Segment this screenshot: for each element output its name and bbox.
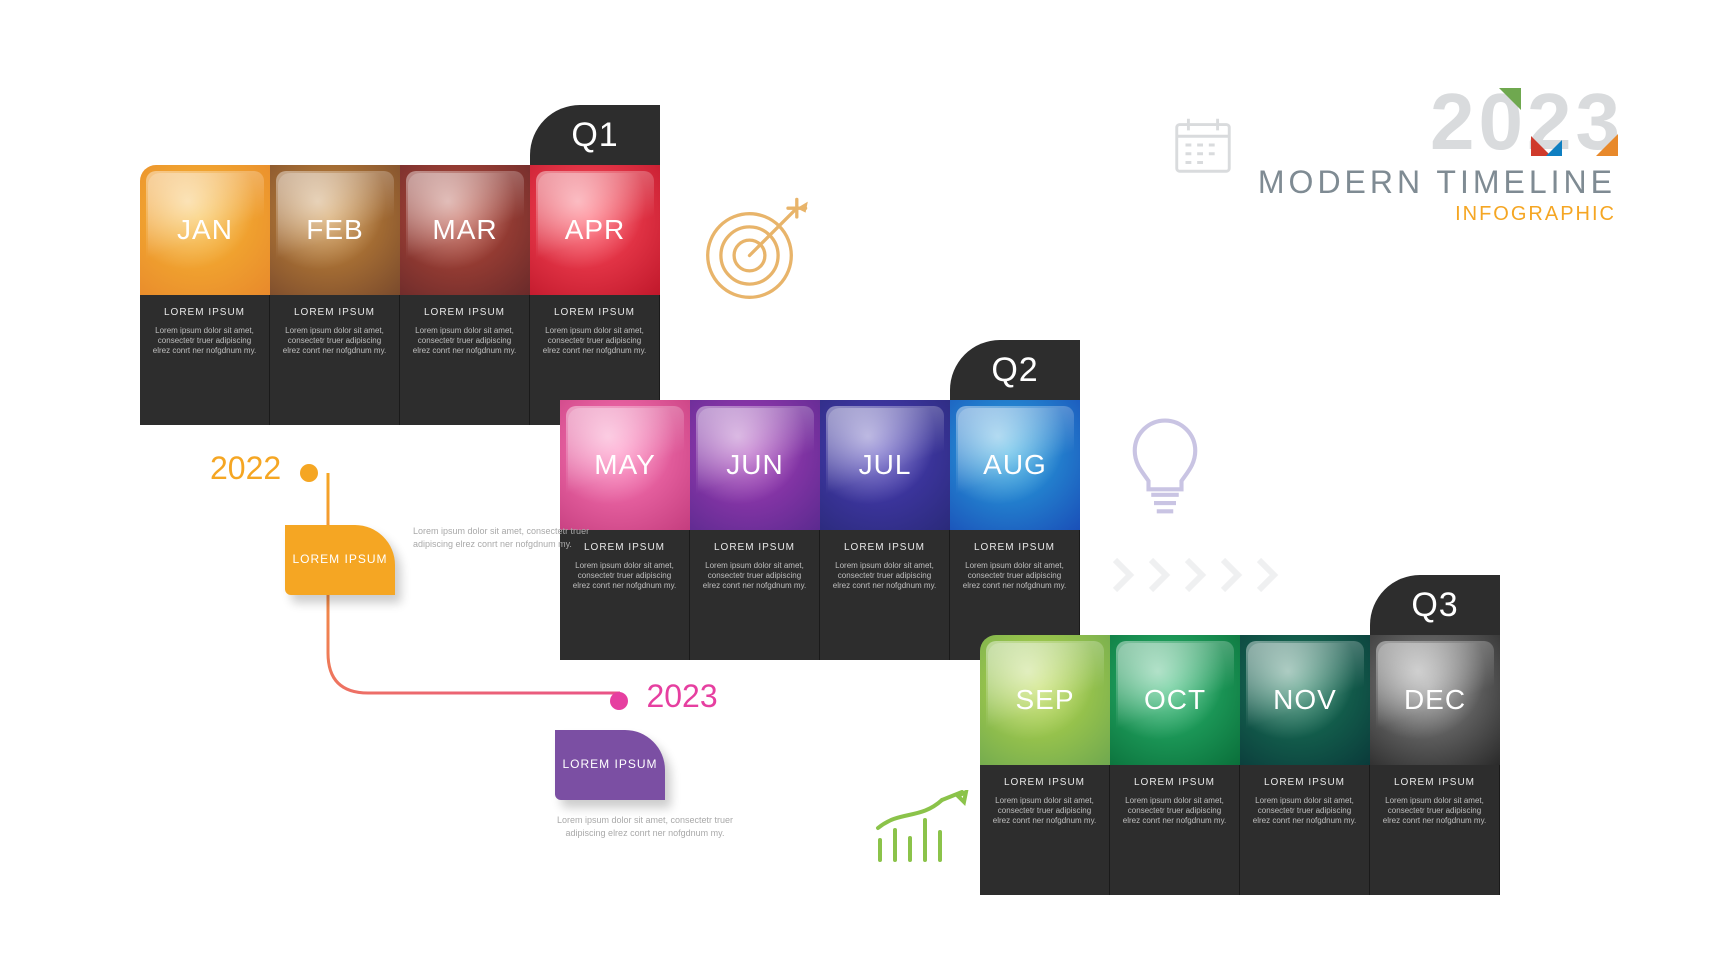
month-aug: AUG LOREM IPSUM Lorem ipsum dolor sit amet… xyxy=(950,400,1080,660)
month-label: NOV xyxy=(1273,684,1337,716)
month-jun: JUN LOREM IPSUM Lorem ipsum dolor sit amet… xyxy=(690,400,820,660)
month-nov: NOV LOREM IPSUM Lorem ipsum dolor sit amet… xyxy=(1240,635,1370,895)
calendar-icon xyxy=(1168,110,1238,180)
month-desc: LOREM IPSUM Lorem ipsum dolor sit amet, c… xyxy=(270,295,400,425)
quarter-label-q2: Q2 xyxy=(950,340,1080,400)
brand-title: MODERN TIMELINE xyxy=(1258,164,1616,201)
month-apr: APR LOREM IPSUM Lorem ipsum dolor sit amet… xyxy=(530,165,660,425)
quarter-q3: Q3 SEPLOREM IPSUMLorem ipsum dolor sit a… xyxy=(980,635,1500,895)
desc-body: Lorem ipsum dolor sit amet, consectetr t… xyxy=(543,326,646,355)
year-tag-2023: 2023 xyxy=(610,678,718,715)
desc-body: Lorem ipsum dolor sit amet, consectetr t… xyxy=(1383,796,1486,825)
desc-heading: LOREM IPSUM xyxy=(540,307,649,320)
desc-heading: LOREM IPSUM xyxy=(1120,777,1229,790)
pill-2022-desc: Lorem ipsum dolor sit amet, consectetr t… xyxy=(413,525,603,550)
pill-2023-block: LOREM IPSUM Lorem ipsum dolor sit amet, … xyxy=(555,730,735,839)
desc-heading: LOREM IPSUM xyxy=(280,307,389,320)
month-label: JUN xyxy=(726,449,783,481)
desc-body: Lorem ipsum dolor sit amet, consectetr t… xyxy=(153,326,256,355)
month-oct: OCT LOREM IPSUM Lorem ipsum dolor sit amet… xyxy=(1110,635,1240,895)
year-2023-label: 2023 xyxy=(646,678,717,714)
month-label: OCT xyxy=(1144,684,1206,716)
month-feb: FEB LOREM IPSUM Lorem ipsum dolor sit amet… xyxy=(270,165,400,425)
desc-body: Lorem ipsum dolor sit amet, consectetr t… xyxy=(963,561,1066,590)
pill-2022: LOREM IPSUM xyxy=(285,525,395,595)
month-tile-nov: NOV xyxy=(1240,635,1370,765)
brand-block: 2 0 2 3 MODERN TIMELINE INFOGRAPHIC xyxy=(1258,90,1616,226)
month-desc: LOREM IPSUM Lorem ipsum dolor sit amet, c… xyxy=(140,295,270,425)
month-sep: SEP LOREM IPSUM Lorem ipsum dolor sit amet… xyxy=(980,635,1110,895)
desc-body: Lorem ipsum dolor sit amet, consectetr t… xyxy=(413,326,516,355)
month-tile-mar: MAR xyxy=(400,165,530,295)
month-label: SEP xyxy=(1015,684,1074,716)
desc-body: Lorem ipsum dolor sit amet, consectetr t… xyxy=(833,561,936,590)
desc-heading: LOREM IPSUM xyxy=(990,777,1099,790)
month-desc: LOREM IPSUM Lorem ipsum dolor sit amet, c… xyxy=(980,765,1110,895)
brand-subtitle: INFOGRAPHIC xyxy=(1258,203,1616,226)
month-label: MAY xyxy=(594,449,656,481)
month-label: APR xyxy=(565,214,626,246)
desc-body: Lorem ipsum dolor sit amet, consectetr t… xyxy=(993,796,1096,825)
month-label: MAR xyxy=(432,214,497,246)
desc-body: Lorem ipsum dolor sit amet, consectetr t… xyxy=(283,326,386,355)
desc-heading: LOREM IPSUM xyxy=(960,542,1069,555)
month-desc: LOREM IPSUM Lorem ipsum dolor sit amet, c… xyxy=(400,295,530,425)
quarter-q1: Q1 JANLOREM IPSUMLorem ipsum dolor sit a… xyxy=(140,165,660,425)
month-tile-apr: APR xyxy=(530,165,660,295)
desc-body: Lorem ipsum dolor sit amet, consectetr t… xyxy=(703,561,806,590)
brand-year: 2 0 2 3 xyxy=(1258,90,1616,154)
month-label: JUL xyxy=(859,449,912,481)
quarter-label-q1: Q1 xyxy=(530,105,660,165)
month-label: JAN xyxy=(177,214,233,246)
bulb-icon xyxy=(1120,415,1210,530)
month-tile-feb: FEB xyxy=(270,165,400,295)
month-desc: LOREM IPSUM Lorem ipsum dolor sit amet, c… xyxy=(1370,765,1500,895)
month-jul: JUL LOREM IPSUM Lorem ipsum dolor sit amet… xyxy=(820,400,950,660)
chart-icon xyxy=(870,790,970,875)
month-tile-jan: JAN xyxy=(140,165,270,295)
year-2022-label: 2022 xyxy=(210,450,281,486)
desc-heading: LOREM IPSUM xyxy=(700,542,809,555)
month-label: DEC xyxy=(1404,684,1466,716)
month-mar: MAR LOREM IPSUM Lorem ipsum dolor sit amet… xyxy=(400,165,530,425)
month-dec: DEC LOREM IPSUM Lorem ipsum dolor sit amet… xyxy=(1370,635,1500,895)
year-tag-2022: 2022 xyxy=(210,450,318,487)
pill-2023: LOREM IPSUM xyxy=(555,730,665,800)
month-desc: LOREM IPSUM Lorem ipsum dolor sit amet, c… xyxy=(690,530,820,660)
month-tile-dec: DEC xyxy=(1370,635,1500,765)
month-desc: LOREM IPSUM Lorem ipsum dolor sit amet, c… xyxy=(1110,765,1240,895)
desc-body: Lorem ipsum dolor sit amet, consectetr t… xyxy=(1253,796,1356,825)
month-tile-jun: JUN xyxy=(690,400,820,530)
month-tile-oct: OCT xyxy=(1110,635,1240,765)
quarter-label-q3: Q3 xyxy=(1370,575,1500,635)
month-label: FEB xyxy=(306,214,363,246)
desc-heading: LOREM IPSUM xyxy=(410,307,519,320)
month-tile-aug: AUG xyxy=(950,400,1080,530)
quarter-q2: Q2 MAYLOREM IPSUMLorem ipsum dolor sit a… xyxy=(560,400,1080,660)
chevrons-icon xyxy=(1110,555,1284,595)
desc-heading: LOREM IPSUM xyxy=(150,307,259,320)
month-desc: LOREM IPSUM Lorem ipsum dolor sit amet, c… xyxy=(820,530,950,660)
pill-2023-desc: Lorem ipsum dolor sit amet, consectetr t… xyxy=(555,814,735,839)
infographic-canvas: 2 0 2 3 MODERN TIMELINE INFOGRAPHIC Q1 J… xyxy=(0,0,1736,980)
month-tile-jul: JUL xyxy=(820,400,950,530)
target-icon xyxy=(700,195,810,310)
desc-heading: LOREM IPSUM xyxy=(830,542,939,555)
month-tile-sep: SEP xyxy=(980,635,1110,765)
desc-body: Lorem ipsum dolor sit amet, consectetr t… xyxy=(1123,796,1226,825)
month-jan: JAN LOREM IPSUM Lorem ipsum dolor sit amet… xyxy=(140,165,270,425)
month-desc: LOREM IPSUM Lorem ipsum dolor sit amet, c… xyxy=(1240,765,1370,895)
month-label: AUG xyxy=(983,449,1047,481)
desc-heading: LOREM IPSUM xyxy=(1250,777,1359,790)
pill-2022-block: LOREM IPSUM Lorem ipsum dolor sit amet, … xyxy=(285,525,603,595)
desc-heading: LOREM IPSUM xyxy=(1380,777,1489,790)
